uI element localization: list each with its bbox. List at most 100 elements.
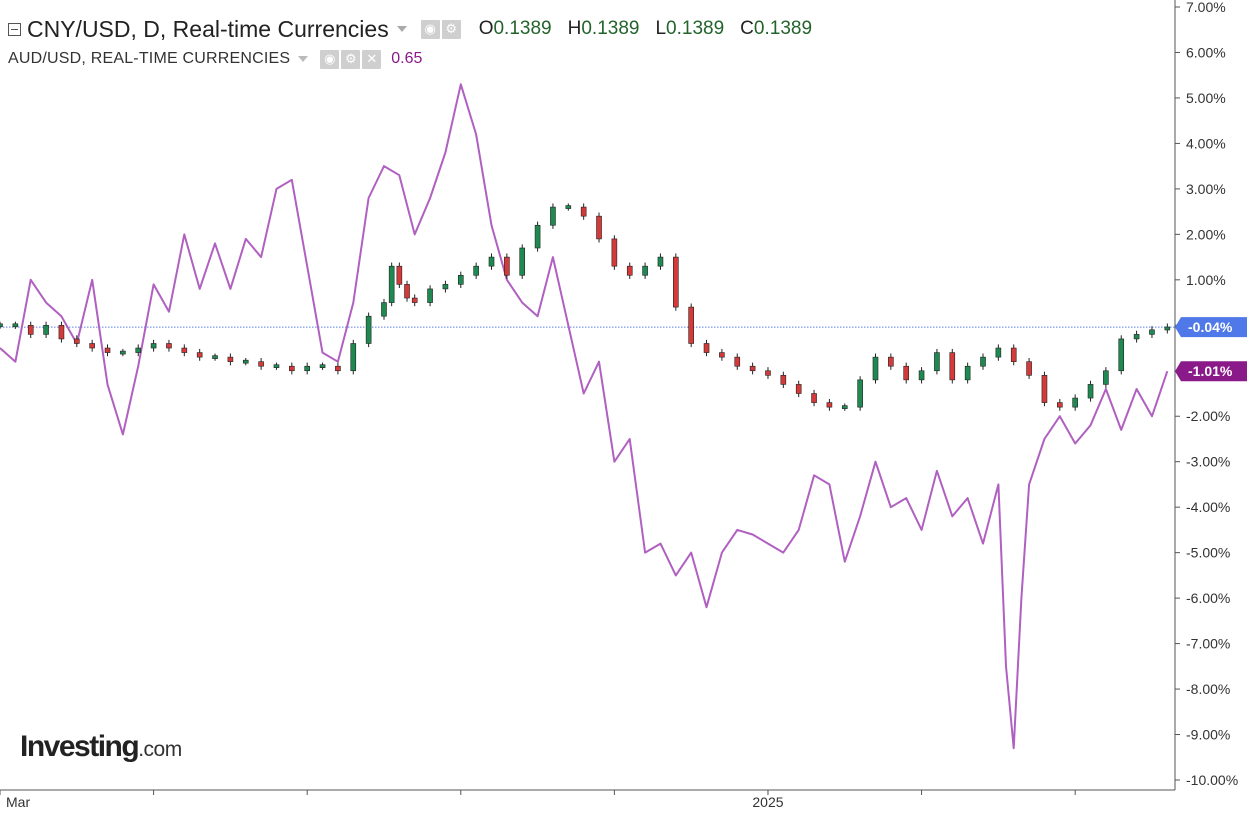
y-tick-label: 5.00% (1186, 90, 1226, 106)
compare-series-legend: AUD/USD, REAL-TIME CURRENCIES ◉ ⚙ ✕ 0.65 (8, 48, 422, 70)
aud-usd-line (0, 83, 1169, 750)
candle (565, 203, 572, 211)
chevron-down-icon[interactable] (396, 26, 407, 32)
candle (1041, 371, 1048, 407)
y-tick-label: 3.00% (1186, 181, 1226, 197)
candle (396, 262, 403, 289)
candle (504, 253, 510, 279)
candle (657, 253, 664, 270)
candle (719, 348, 725, 361)
candle (872, 353, 879, 384)
close-icon[interactable]: ✕ (362, 49, 382, 69)
gear-icon[interactable]: ⚙ (341, 49, 361, 69)
chevron-down-icon[interactable] (298, 56, 309, 62)
compare-series-line (0, 83, 1169, 750)
ohlc-values: O0.1389 (479, 18, 552, 40)
y-tick-label: -5.00% (1186, 545, 1230, 561)
eye-icon[interactable]: ◉ (320, 49, 340, 69)
candle (964, 362, 971, 384)
compare-series-value: 0.65 (391, 50, 423, 67)
candle (258, 358, 264, 370)
close-label: C (740, 18, 754, 39)
candle (381, 298, 387, 320)
logo-suffix-text: .com (138, 738, 182, 761)
collapse-legend-toggle[interactable] (8, 22, 21, 36)
candle (811, 389, 817, 407)
candle (43, 321, 49, 339)
candle (1164, 323, 1171, 334)
candle (104, 344, 111, 357)
y-tick-label: -3.00% (1186, 454, 1230, 470)
open-value: 0.1389 (493, 18, 552, 39)
candle (242, 358, 249, 366)
candle (1072, 394, 1078, 411)
candle (841, 403, 848, 411)
candle (12, 321, 19, 329)
y-tick-label: -10.00% (1186, 772, 1238, 788)
high-label: H (567, 18, 582, 39)
candle (519, 244, 526, 279)
candle (734, 353, 741, 370)
candle (780, 371, 787, 389)
candle (120, 348, 126, 357)
candle (550, 203, 556, 229)
logo-brand-text: Investing (20, 730, 140, 763)
close-values: C0.1389 (740, 18, 812, 40)
candle (765, 367, 771, 379)
main-last-value-badge: -0.04% (1175, 317, 1247, 338)
y-tick-label: -9.00% (1186, 727, 1230, 743)
candle (150, 339, 157, 352)
candle (181, 344, 188, 357)
low-values: L0.1389 (655, 18, 724, 40)
candle (1057, 398, 1063, 411)
gear-icon[interactable]: ⚙ (441, 19, 461, 39)
candle (1103, 367, 1109, 389)
eye-icon[interactable]: ◉ (420, 19, 440, 39)
candle (196, 348, 203, 361)
y-tick-label: -6.00% (1186, 590, 1230, 606)
y-tick-label: -4.00% (1186, 499, 1230, 515)
low-label: L (655, 18, 667, 39)
candle (1087, 380, 1094, 402)
candle (703, 339, 710, 357)
candle (135, 344, 142, 357)
candle (73, 335, 80, 348)
y-tick-label: 4.00% (1186, 135, 1226, 151)
low-value: 0.1389 (666, 18, 725, 39)
candle (404, 280, 410, 302)
candle (980, 353, 986, 370)
compare-last-value-badge: -1.01% (1175, 361, 1247, 382)
candle (1149, 326, 1155, 339)
high-values: H0.1389 (568, 18, 640, 40)
candle (826, 398, 833, 411)
candle (903, 362, 910, 384)
candle (688, 303, 694, 348)
candle (365, 312, 372, 348)
main-series-title[interactable]: CNY/USD, D, Real-time Currencies (27, 15, 389, 42)
candle (795, 380, 802, 398)
candle (888, 353, 894, 370)
candlestick-series (0, 203, 1171, 411)
candle (212, 353, 218, 361)
main-series-legend: CNY/USD, D, Real-time Currencies ◉ ⚙ O0.… (8, 14, 812, 44)
badge-text: -0.04% (1188, 319, 1233, 335)
investing-logo: Investing .com (20, 730, 182, 764)
candle (27, 321, 34, 339)
candle (335, 362, 341, 375)
y-axis[interactable]: 7.00%6.00%5.00%4.00%3.00%2.00%1.00%0.00%… (1174, 0, 1238, 790)
compare-series-title[interactable]: AUD/USD, REAL-TIME CURRENCIES (8, 50, 291, 67)
candle (596, 212, 602, 243)
y-tick-label: 7.00% (1186, 0, 1226, 15)
high-value: 0.1389 (581, 18, 640, 39)
x-axis[interactable]: Mar 2025 (0, 789, 1175, 810)
candle (227, 353, 234, 366)
badge-text: -1.01% (1188, 363, 1233, 379)
candle (304, 362, 310, 375)
candle (1133, 330, 1140, 343)
candle (673, 253, 679, 311)
candle (1026, 358, 1032, 379)
y-tick-label: -7.00% (1186, 636, 1230, 652)
candle (319, 362, 326, 370)
candle (857, 376, 863, 411)
